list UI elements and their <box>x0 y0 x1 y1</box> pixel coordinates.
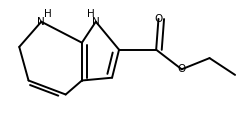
Text: O: O <box>178 64 186 74</box>
Text: H: H <box>44 9 52 19</box>
Text: N: N <box>38 17 45 27</box>
Text: O: O <box>154 14 163 24</box>
Text: N: N <box>92 17 100 27</box>
Text: H: H <box>87 9 94 19</box>
